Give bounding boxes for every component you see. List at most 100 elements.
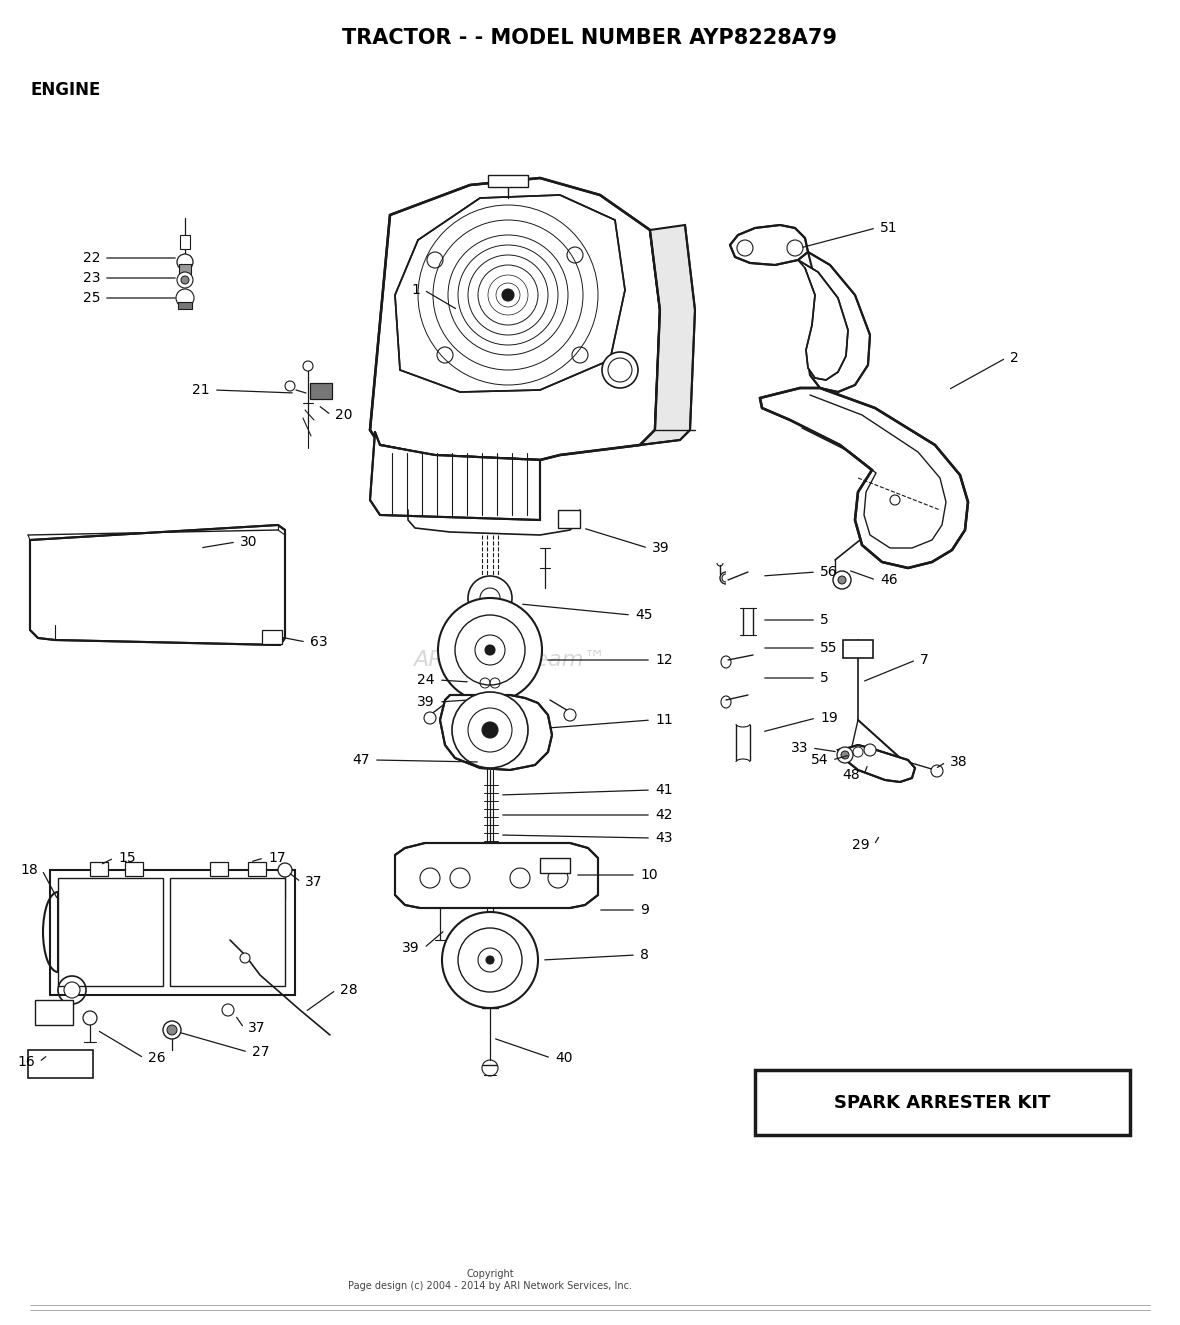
Bar bbox=[181, 235, 190, 249]
Text: 46: 46 bbox=[880, 572, 898, 587]
Text: 33: 33 bbox=[791, 741, 808, 755]
Bar bbox=[50, 871, 295, 995]
Circle shape bbox=[286, 382, 295, 391]
Polygon shape bbox=[30, 525, 286, 645]
Text: ENGINE: ENGINE bbox=[30, 81, 100, 99]
Circle shape bbox=[841, 751, 848, 759]
Text: 40: 40 bbox=[555, 1051, 572, 1065]
Text: 15: 15 bbox=[118, 851, 136, 865]
Bar bbox=[170, 878, 286, 986]
Bar bbox=[755, 1071, 1130, 1136]
Text: 23: 23 bbox=[83, 272, 100, 285]
Bar bbox=[28, 1049, 93, 1079]
Text: 7: 7 bbox=[920, 653, 929, 666]
Polygon shape bbox=[371, 432, 540, 519]
Text: 5: 5 bbox=[820, 613, 828, 627]
Circle shape bbox=[486, 957, 494, 965]
Text: ARI PartStream™: ARI PartStream™ bbox=[414, 651, 607, 670]
Polygon shape bbox=[640, 225, 695, 445]
Text: 29: 29 bbox=[852, 837, 870, 852]
Text: 45: 45 bbox=[635, 608, 653, 621]
Circle shape bbox=[176, 289, 194, 307]
Text: 26: 26 bbox=[148, 1051, 165, 1065]
Text: 63: 63 bbox=[310, 635, 328, 649]
Text: 30: 30 bbox=[240, 535, 257, 549]
Text: 43: 43 bbox=[655, 831, 673, 845]
Bar bbox=[843, 640, 873, 659]
Circle shape bbox=[168, 1026, 177, 1035]
Bar bbox=[178, 302, 192, 309]
Circle shape bbox=[864, 745, 876, 757]
Circle shape bbox=[468, 576, 512, 620]
Circle shape bbox=[442, 912, 538, 1008]
Circle shape bbox=[838, 576, 846, 584]
Text: 39: 39 bbox=[653, 541, 669, 555]
Text: 25: 25 bbox=[83, 292, 100, 305]
Text: 37: 37 bbox=[248, 1022, 266, 1035]
Circle shape bbox=[222, 1004, 234, 1016]
Text: 21: 21 bbox=[192, 383, 210, 397]
Text: SPARK ARRESTER KIT: SPARK ARRESTER KIT bbox=[834, 1094, 1050, 1112]
Circle shape bbox=[177, 272, 194, 288]
Text: 37: 37 bbox=[304, 874, 322, 889]
Circle shape bbox=[931, 765, 943, 776]
Circle shape bbox=[602, 352, 638, 388]
Bar bbox=[262, 629, 282, 644]
Bar bbox=[540, 859, 570, 873]
Text: 56: 56 bbox=[820, 564, 838, 579]
Text: 48: 48 bbox=[843, 768, 860, 782]
Bar bbox=[489, 175, 527, 187]
Text: 38: 38 bbox=[950, 755, 968, 768]
Polygon shape bbox=[371, 178, 660, 460]
Bar bbox=[90, 863, 109, 876]
Text: 54: 54 bbox=[811, 753, 828, 767]
Text: Copyright
Page design (c) 2004 - 2014 by ARI Network Services, Inc.: Copyright Page design (c) 2004 - 2014 by… bbox=[348, 1269, 632, 1291]
Circle shape bbox=[163, 1022, 181, 1039]
Text: 17: 17 bbox=[268, 851, 286, 865]
Text: 28: 28 bbox=[340, 983, 358, 996]
Polygon shape bbox=[760, 388, 968, 568]
Text: 5: 5 bbox=[820, 670, 828, 685]
Polygon shape bbox=[440, 696, 552, 770]
Text: 47: 47 bbox=[353, 753, 371, 767]
Circle shape bbox=[83, 1011, 97, 1026]
Text: 22: 22 bbox=[83, 250, 100, 265]
Bar bbox=[310, 383, 332, 399]
Text: 39: 39 bbox=[418, 696, 435, 709]
Circle shape bbox=[452, 692, 527, 768]
Circle shape bbox=[564, 709, 576, 721]
Polygon shape bbox=[838, 745, 914, 782]
Polygon shape bbox=[808, 252, 870, 392]
Bar bbox=[210, 863, 228, 876]
Bar bbox=[35, 1000, 73, 1026]
Polygon shape bbox=[395, 195, 625, 392]
Text: 10: 10 bbox=[640, 868, 657, 882]
Circle shape bbox=[890, 496, 900, 505]
Bar bbox=[248, 863, 266, 876]
Circle shape bbox=[837, 747, 853, 763]
Circle shape bbox=[177, 254, 194, 270]
Text: 2: 2 bbox=[1010, 351, 1018, 364]
Text: 8: 8 bbox=[640, 947, 649, 962]
Circle shape bbox=[438, 598, 542, 702]
Bar bbox=[558, 510, 581, 527]
Text: 16: 16 bbox=[18, 1055, 35, 1069]
Circle shape bbox=[833, 571, 851, 590]
Bar bbox=[58, 878, 163, 986]
Text: 12: 12 bbox=[655, 653, 673, 666]
Bar bbox=[125, 863, 143, 876]
Text: 39: 39 bbox=[402, 941, 420, 955]
Circle shape bbox=[303, 360, 313, 371]
Circle shape bbox=[64, 982, 80, 998]
Polygon shape bbox=[798, 260, 848, 380]
Text: 41: 41 bbox=[655, 783, 673, 798]
Text: 42: 42 bbox=[655, 808, 673, 822]
Text: 24: 24 bbox=[418, 673, 435, 686]
Text: 27: 27 bbox=[253, 1045, 269, 1059]
Circle shape bbox=[502, 289, 514, 301]
Circle shape bbox=[181, 276, 189, 284]
Polygon shape bbox=[395, 843, 598, 908]
Text: 1: 1 bbox=[411, 284, 420, 297]
Text: 19: 19 bbox=[820, 712, 838, 725]
Text: TRACTOR - - MODEL NUMBER AYP8228A79: TRACTOR - - MODEL NUMBER AYP8228A79 bbox=[342, 28, 838, 48]
